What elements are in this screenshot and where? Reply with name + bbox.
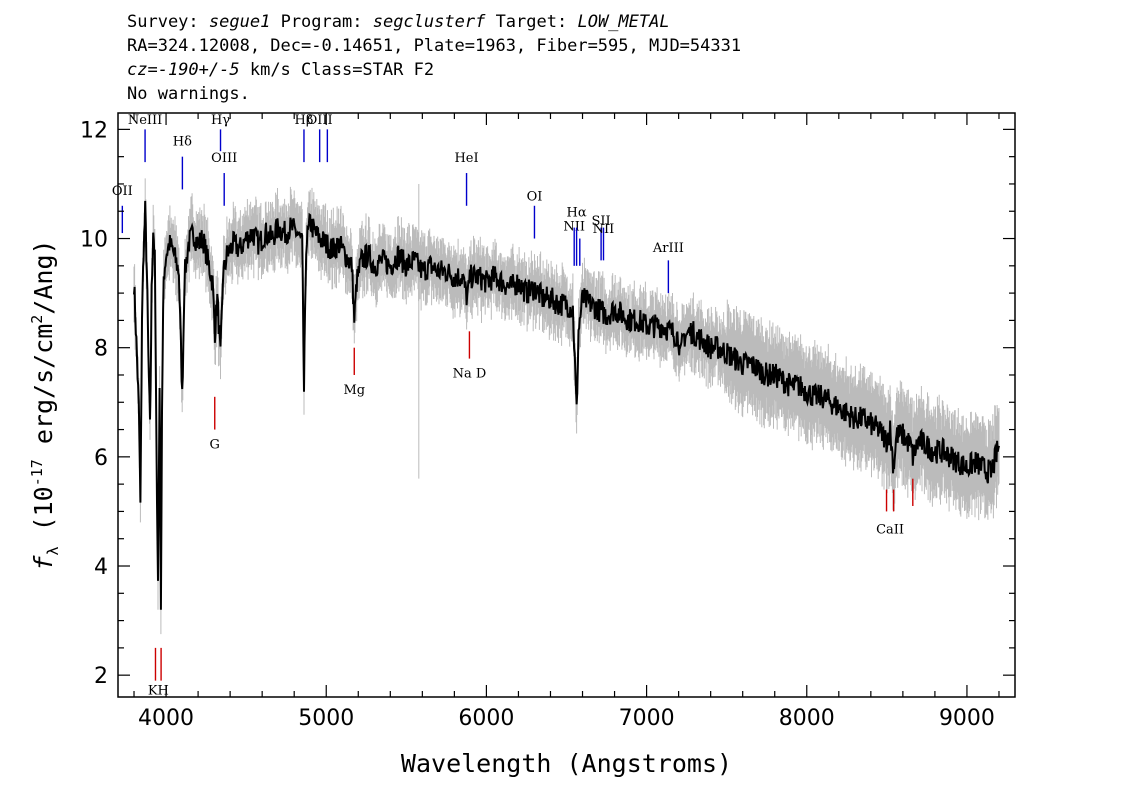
spectral-line-label: G	[210, 438, 220, 453]
spectral-line-label: Hα	[567, 206, 587, 221]
header-line-survey: Survey: segue1 Program: segclusterf Targ…	[127, 10, 741, 34]
y-axis-unit-mid: erg/s/cm	[29, 324, 58, 459]
spectral-line-label: Hγ	[211, 113, 230, 128]
program-value: segclusterf	[372, 12, 486, 32]
spectral-line-label: ArIII	[652, 241, 684, 256]
y-axis-exp: -17	[28, 459, 46, 486]
y-tick-label: 2	[94, 664, 108, 689]
spectral-line-label: NII	[593, 222, 615, 237]
spectral-line-label: CaII	[876, 522, 904, 537]
cz-value: -190+/-5	[157, 60, 240, 80]
spectral-line-markers: OIINeIIIHδHγOIIIHβOIIIHeIOINIIHαSIINIIAr…	[112, 113, 914, 698]
class-value: km/s Class=STAR F2	[239, 60, 435, 80]
spectrum-header: Survey: segue1 Program: segclusterf Targ…	[127, 10, 741, 106]
y-tick-label: 4	[94, 555, 108, 580]
y-axis-title: fλ (10-17 erg/s/cm2/Ang)	[28, 239, 62, 570]
spectral-line-label: NII	[563, 219, 585, 234]
spectral-line-label: Na D	[453, 367, 487, 382]
spectrum-line	[133, 200, 1000, 610]
y-tick-label: 12	[80, 118, 108, 143]
header-line-warnings: No warnings.	[127, 84, 250, 104]
target-label: Target:	[495, 12, 568, 32]
y-axis-unit-end: /Ang)	[29, 239, 58, 314]
spectral-line-label: OII	[112, 184, 133, 199]
x-tick-label: 5000	[298, 706, 354, 731]
spectral-line-label: Hδ	[173, 135, 192, 150]
y-tick-label: 10	[80, 228, 108, 253]
y-axis-exp2: 2	[28, 315, 46, 324]
y-tick-label: 6	[94, 446, 108, 471]
spectral-line-label: NeIII	[128, 113, 162, 128]
survey-label: Survey:	[127, 12, 199, 32]
plot-frame	[117, 112, 1016, 698]
y-tick-label: 8	[94, 337, 108, 362]
header-line-coordinates: RA=324.12008, Dec=-0.14651, Plate=1963, …	[127, 36, 742, 56]
spectral-line-label: HeI	[454, 151, 478, 166]
x-tick-label: 8000	[779, 706, 835, 731]
x-tick-label: 6000	[458, 706, 514, 731]
spectral-line-label: KH	[148, 683, 169, 698]
x-tick-label: 4000	[138, 706, 194, 731]
spectrum-layer	[133, 200, 1000, 610]
header-line-redshift: cz=-190+/-5 km/s Class=STAR F2	[127, 58, 741, 82]
axis-ticks: 4000 5000 6000 7000 8000 9000 2 4 6 8 10 12	[80, 113, 1015, 731]
spectral-line-label: Hβ	[295, 113, 314, 128]
program-label: Program:	[280, 12, 363, 32]
spectral-line-label: Mg	[343, 383, 365, 398]
spectral-line-label: SII	[592, 214, 611, 229]
x-tick-label: 7000	[619, 706, 675, 731]
x-axis-title: Wavelength (Angstroms)	[401, 749, 732, 778]
survey-value: segue1	[208, 12, 271, 32]
spectral-line-label: OIII	[307, 113, 333, 128]
y-axis-unit-open: (10	[29, 486, 58, 546]
target-value: LOW_METAL	[577, 12, 670, 32]
cz-label: cz=	[127, 60, 158, 80]
x-tick-label: 9000	[939, 706, 995, 731]
y-axis-lambda: λ	[44, 546, 62, 555]
spectral-line-label: OI	[527, 189, 543, 204]
spectral-line-label: OIII	[211, 151, 237, 166]
y-axis-f: f	[29, 555, 58, 571]
